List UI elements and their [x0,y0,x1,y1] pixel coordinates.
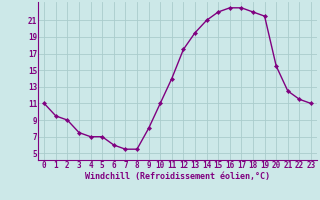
X-axis label: Windchill (Refroidissement éolien,°C): Windchill (Refroidissement éolien,°C) [85,172,270,181]
